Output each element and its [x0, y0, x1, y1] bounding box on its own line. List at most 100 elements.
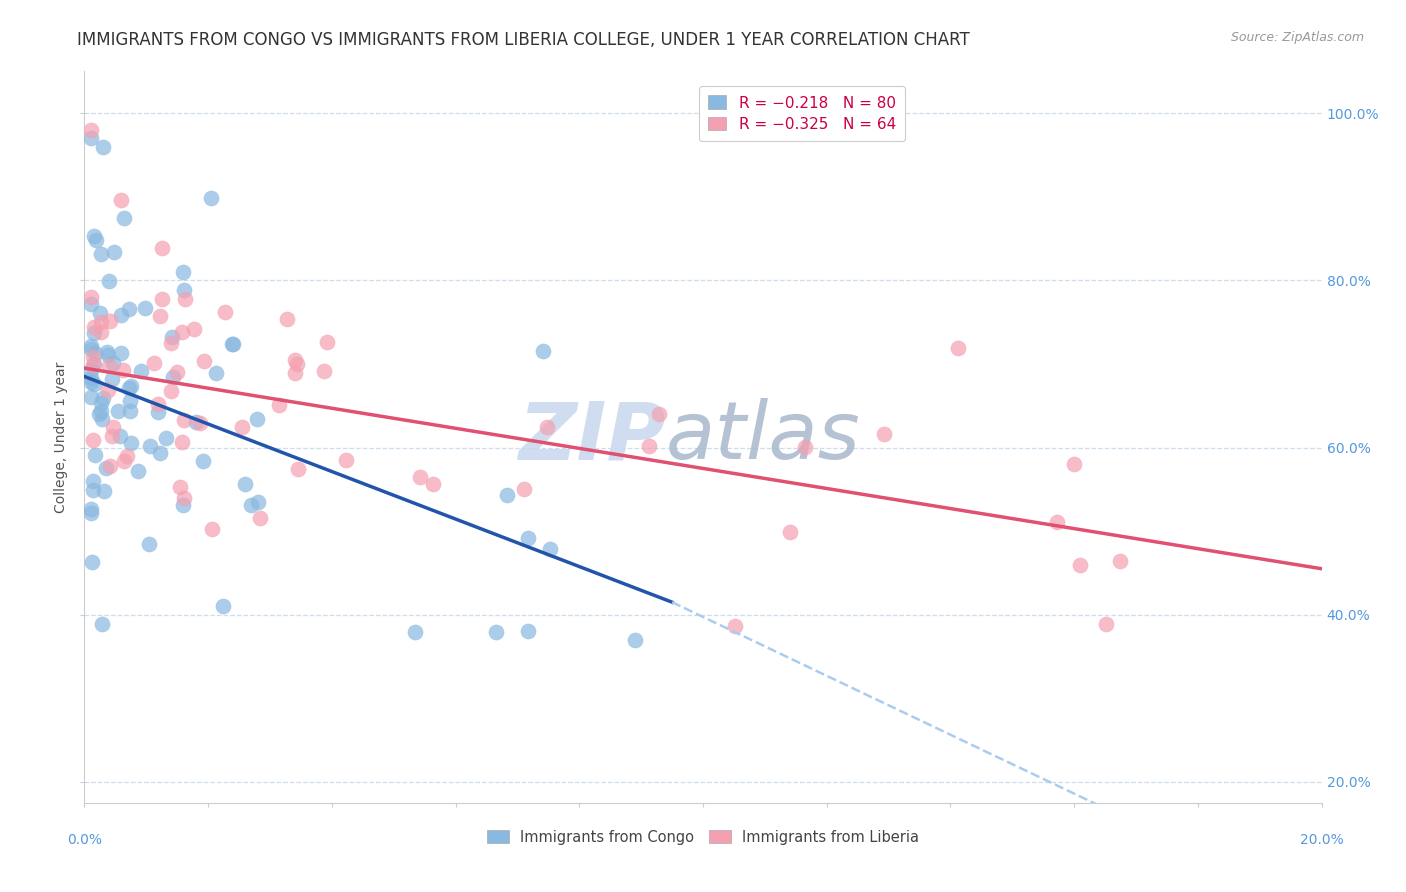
Point	[422, 477, 444, 491]
Point	[98, 314, 121, 328]
Point	[160, 384, 183, 398]
Point	[155, 431, 177, 445]
Point	[1046, 516, 1069, 530]
Point	[284, 353, 307, 368]
Point	[96, 461, 118, 475]
Point	[101, 357, 124, 371]
Point	[143, 356, 166, 370]
Point	[246, 412, 269, 426]
Point	[222, 337, 245, 351]
Point	[108, 429, 131, 443]
Point	[118, 404, 141, 418]
Point	[82, 350, 104, 364]
Point	[150, 241, 173, 255]
Text: ZIP: ZIP	[519, 398, 666, 476]
Point	[160, 336, 183, 351]
Point	[267, 398, 290, 412]
Point	[91, 412, 114, 426]
Point	[101, 419, 124, 434]
Point	[193, 353, 215, 368]
Point	[724, 619, 747, 633]
Point	[536, 420, 558, 434]
Point	[174, 292, 197, 306]
Point	[538, 541, 561, 556]
Point	[79, 123, 101, 137]
Point	[138, 439, 160, 453]
Point	[404, 625, 426, 640]
Point	[83, 376, 105, 391]
Point	[84, 346, 107, 360]
Point	[873, 426, 896, 441]
Point	[83, 319, 105, 334]
Point	[98, 359, 121, 373]
Point	[249, 511, 271, 525]
Point	[111, 363, 134, 377]
Point	[84, 448, 107, 462]
Point	[1095, 617, 1118, 632]
Point	[172, 435, 194, 450]
Point	[83, 229, 105, 244]
Point	[335, 453, 357, 467]
Point	[166, 365, 188, 379]
Point	[160, 330, 183, 344]
Point	[214, 304, 236, 318]
Point	[638, 439, 661, 453]
Point	[82, 433, 104, 447]
Point	[97, 274, 120, 288]
Point	[513, 482, 536, 496]
Point	[80, 555, 103, 569]
Point	[120, 436, 142, 450]
Point	[80, 371, 103, 385]
Point	[131, 364, 153, 378]
Point	[83, 326, 105, 340]
Point	[212, 599, 235, 614]
Y-axis label: College, Under 1 year: College, Under 1 year	[55, 361, 69, 513]
Point	[79, 342, 101, 356]
Point	[285, 357, 308, 371]
Point	[172, 499, 194, 513]
Point	[648, 407, 671, 421]
Point	[97, 383, 120, 397]
Point	[79, 363, 101, 377]
Point	[1063, 457, 1085, 471]
Point	[118, 393, 141, 408]
Point	[1109, 554, 1132, 568]
Point	[169, 480, 191, 494]
Point	[110, 308, 132, 322]
Point	[496, 488, 519, 502]
Point	[90, 396, 112, 410]
Point	[134, 301, 156, 315]
Point	[82, 483, 104, 497]
Text: Source: ZipAtlas.com: Source: ZipAtlas.com	[1230, 31, 1364, 45]
Point	[83, 357, 105, 371]
Point	[946, 342, 969, 356]
Point	[91, 617, 114, 632]
Point	[184, 415, 207, 429]
Point	[127, 464, 149, 478]
Point	[91, 139, 114, 153]
Point	[150, 292, 173, 306]
Point	[90, 325, 112, 339]
Point	[794, 440, 817, 454]
Point	[148, 309, 170, 323]
Point	[84, 233, 107, 247]
Point	[284, 367, 307, 381]
Point	[516, 624, 538, 639]
Point	[118, 302, 141, 317]
Text: 0.0%: 0.0%	[67, 833, 101, 847]
Point	[246, 495, 269, 509]
Point	[97, 348, 120, 362]
Point	[91, 392, 114, 406]
Point	[162, 370, 184, 384]
Point	[112, 453, 135, 467]
Point	[79, 502, 101, 516]
Point	[82, 358, 104, 372]
Point	[205, 366, 228, 380]
Point	[115, 449, 138, 463]
Point	[89, 407, 111, 421]
Point	[79, 338, 101, 352]
Point	[90, 246, 112, 260]
Point	[107, 404, 129, 418]
Point	[90, 315, 112, 329]
Text: atlas: atlas	[666, 398, 860, 476]
